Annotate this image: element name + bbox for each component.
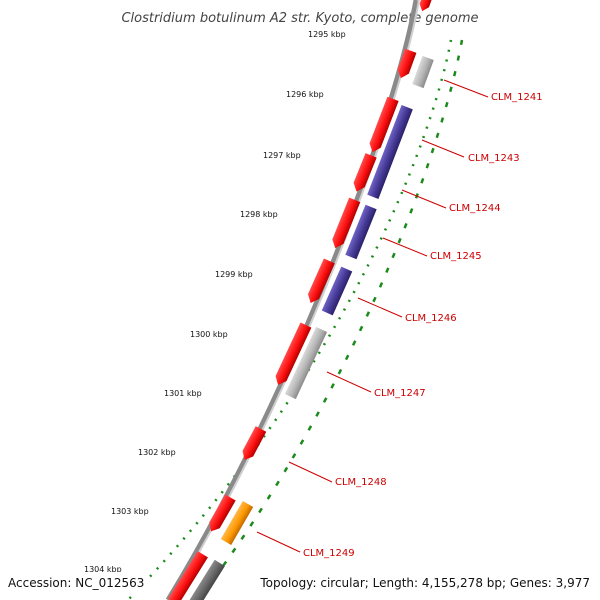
gene-label[interactable]: CLM_1249 — [303, 548, 355, 559]
kbp-labels: 1295 kbp 1296 kbp 1297 kbp 1298 kbp 1299… — [84, 30, 346, 574]
gene-arrow — [242, 426, 267, 460]
kbp-label: 1298 kbp — [240, 210, 278, 219]
gene-arrow — [168, 551, 208, 600]
leader-line — [421, 139, 465, 158]
gene-arrow — [275, 322, 312, 385]
gene-arrow-top — [419, 0, 436, 12]
kbp-label: 1296 kbp — [286, 90, 324, 99]
gene-label[interactable]: CLM_1245 — [430, 251, 482, 262]
leader-line — [401, 189, 447, 209]
gene-arrow — [353, 153, 377, 192]
leader-line — [357, 297, 403, 318]
gene-arrow — [397, 48, 417, 79]
kbp-label: 1302 kbp — [138, 448, 176, 457]
footer-accession-bg — [4, 572, 146, 592]
gene-label[interactable]: CLM_1247 — [374, 388, 426, 399]
gene-arrow — [209, 494, 236, 532]
gene-block — [220, 500, 254, 546]
gene-label[interactable]: CLM_1248 — [335, 477, 387, 488]
kbp-label: 1300 kbp — [190, 330, 228, 339]
kbp-label: 1295 kbp — [308, 30, 346, 39]
gene-arrow — [332, 197, 361, 249]
leader-line — [326, 371, 372, 393]
gene-block — [412, 55, 434, 89]
gene-label-leaders — [256, 79, 489, 553]
gene-label[interactable]: CLM_1243 — [468, 153, 520, 164]
gene-block — [187, 559, 225, 600]
gene-block — [367, 105, 413, 199]
kbp-label: 1299 kbp — [215, 270, 253, 279]
leader-line — [382, 237, 428, 257]
map-title: Clostridium botulinum A2 str. Kyoto, com… — [121, 11, 478, 26]
gene-block — [321, 266, 353, 316]
gene-block — [345, 204, 377, 260]
footer-summary-bg — [256, 572, 596, 592]
gene-arrow — [308, 258, 335, 304]
accession-text: Accession: NC_012563 — [8, 576, 144, 590]
gene-labels: CLM_1241 CLM_1243 CLM_1244 CLM_1245 CLM_… — [303, 92, 543, 559]
genome-summary-text: Topology: circular; Length: 4,155,278 bp… — [259, 576, 590, 590]
kbp-label: 1297 kbp — [263, 151, 301, 160]
leader-line — [288, 461, 333, 483]
kbp-label: 1301 kbp — [164, 389, 202, 398]
leader-line — [256, 531, 301, 553]
kbp-label: 1303 kbp — [111, 507, 149, 516]
gene-features — [168, 0, 436, 600]
gene-label[interactable]: CLM_1246 — [405, 313, 457, 324]
gene-arrow — [369, 96, 399, 153]
leader-line — [443, 79, 489, 98]
kbp-label: 1304 kbp — [84, 565, 122, 574]
gene-label[interactable]: CLM_1241 — [491, 92, 543, 103]
gene-block — [284, 326, 328, 400]
gene-label[interactable]: CLM_1244 — [449, 203, 501, 214]
